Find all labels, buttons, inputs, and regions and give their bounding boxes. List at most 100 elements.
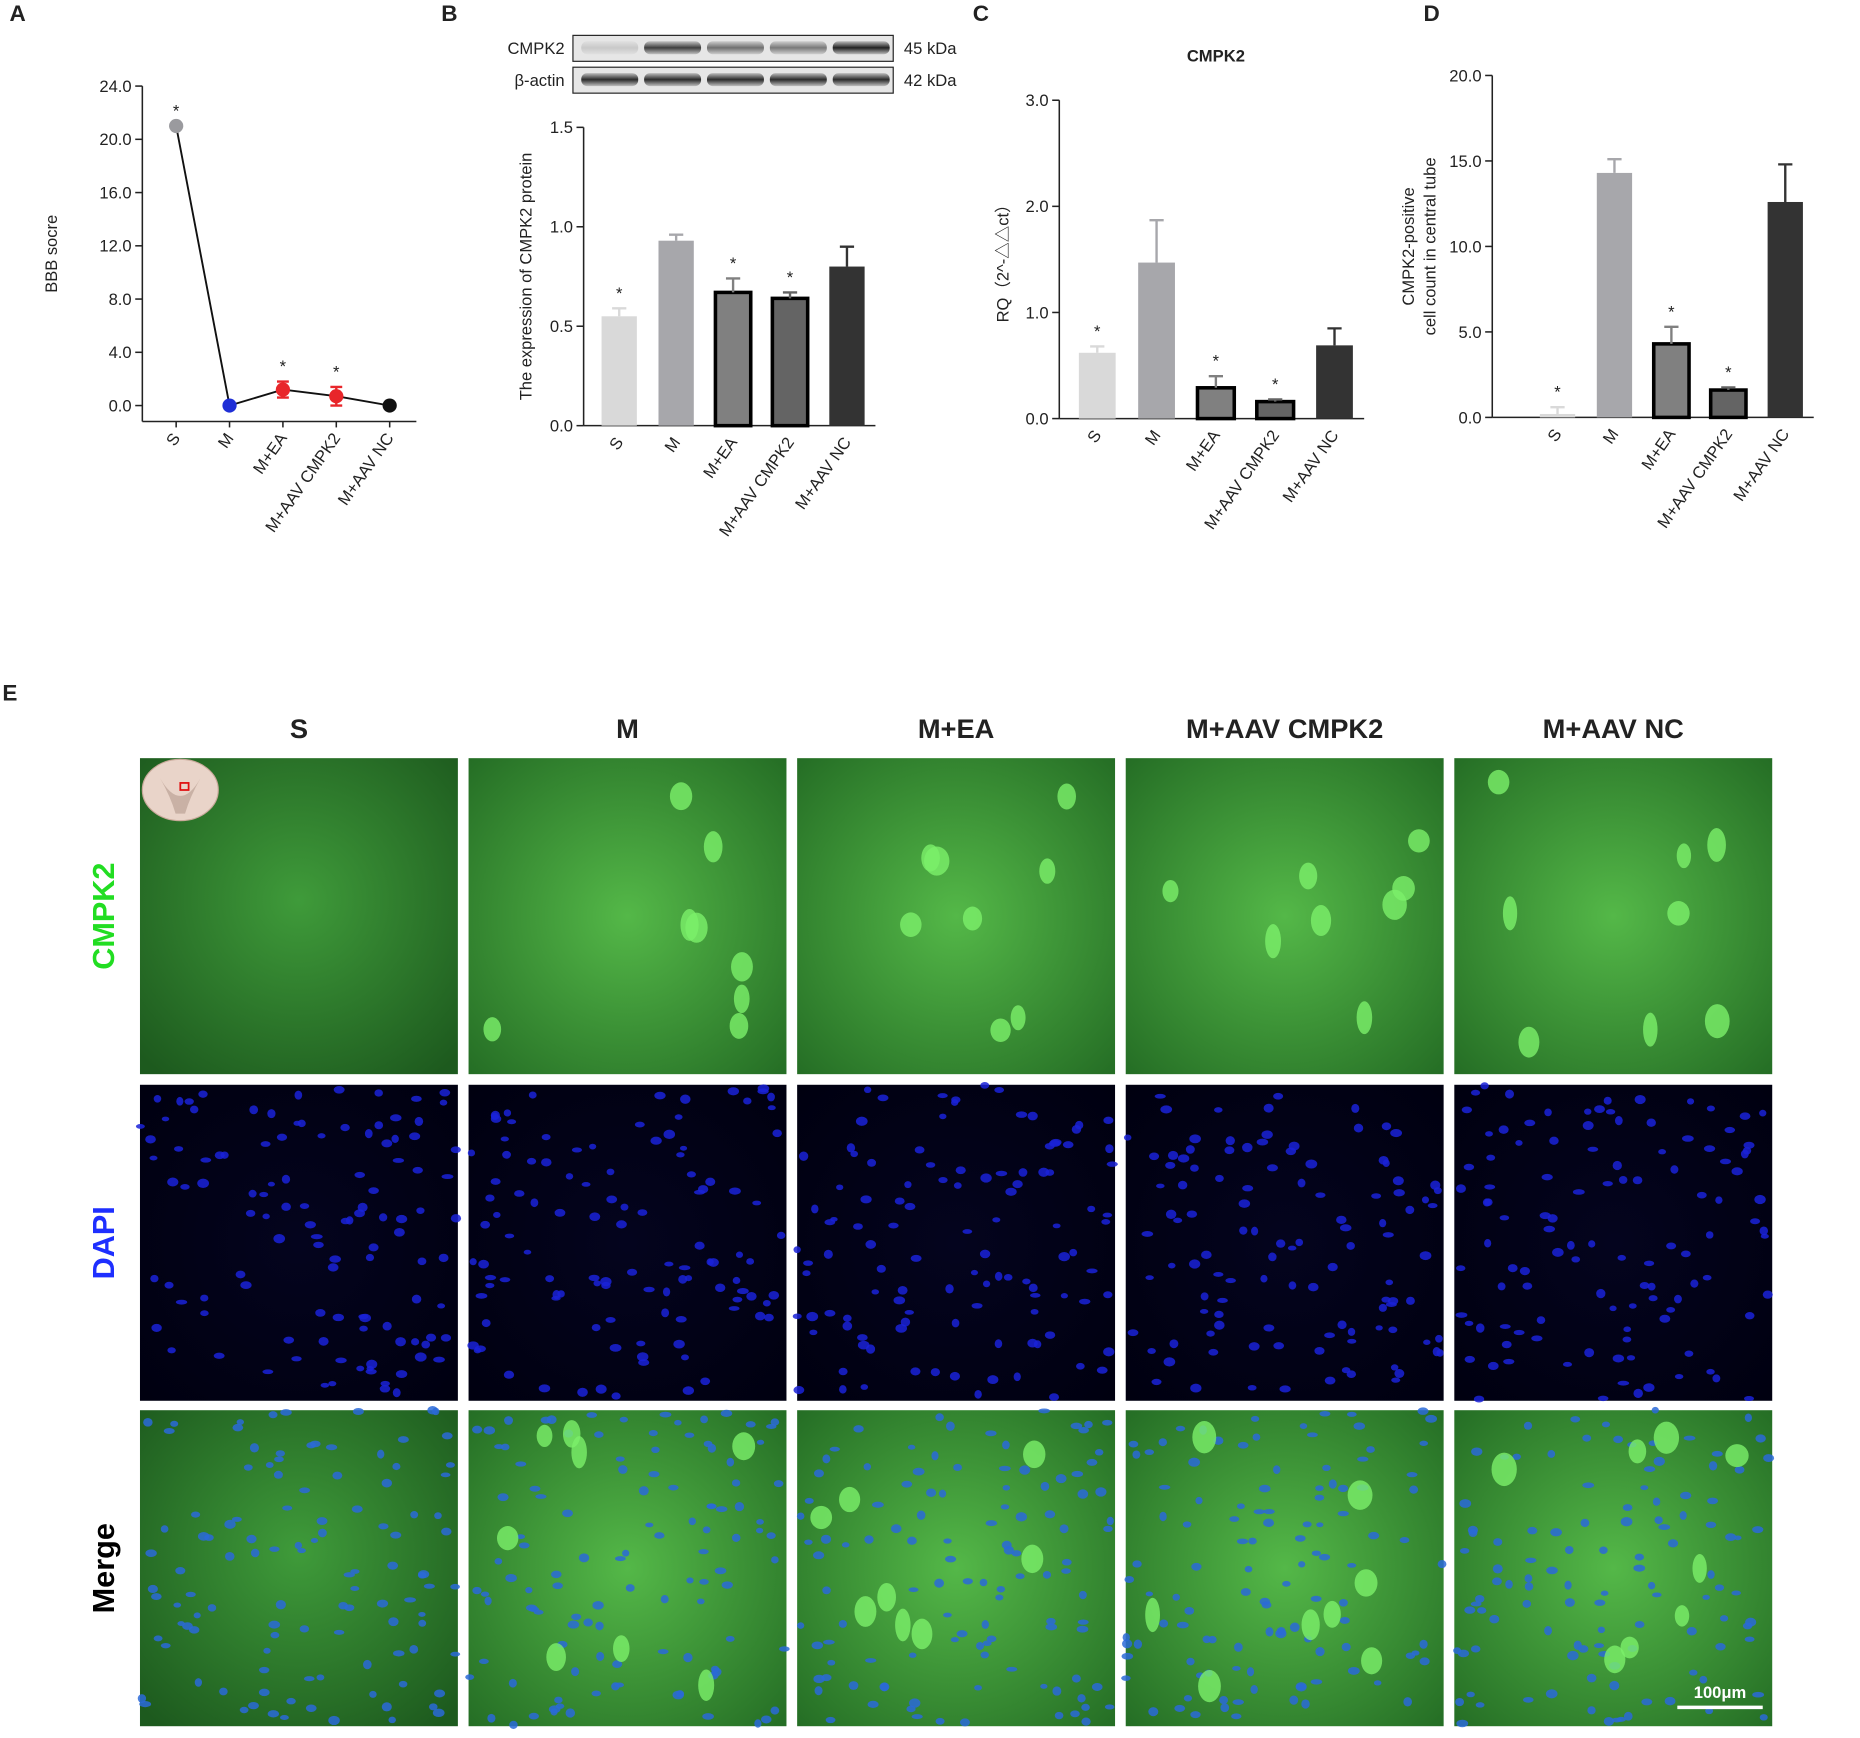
y-tick-label: 0.0: [1459, 408, 1482, 427]
cell-body: [900, 912, 922, 937]
nucleus: [193, 1612, 201, 1619]
nucleus: [1018, 1168, 1028, 1177]
nucleus: [299, 1625, 310, 1633]
nucleus: [904, 1202, 916, 1211]
nucleus: [897, 1286, 908, 1295]
nucleus: [310, 1537, 319, 1544]
nucleus: [659, 1411, 672, 1418]
nucleus: [1543, 1225, 1556, 1233]
nucleus: [176, 1096, 184, 1106]
nucleus: [474, 1345, 486, 1353]
nucleus: [1121, 1675, 1131, 1681]
nucleus: [871, 1501, 884, 1508]
nucleus: [267, 1710, 280, 1718]
nucleus: [1484, 1184, 1496, 1190]
error-bar: [1090, 345, 1105, 353]
nucleus: [265, 1462, 274, 1468]
nucleus: [275, 1600, 286, 1610]
nucleus: [219, 1687, 228, 1696]
nucleus: [306, 1442, 316, 1449]
cell-body: [1265, 924, 1282, 959]
nucleus: [434, 1512, 442, 1520]
nucleus: [726, 1457, 735, 1467]
y-axis-label: BBB socre: [42, 215, 61, 293]
nucleus: [1260, 1274, 1268, 1283]
nucleus: [714, 1567, 727, 1575]
nucleus: [1208, 1348, 1219, 1356]
nucleus: [269, 1546, 280, 1552]
nucleus: [914, 1146, 925, 1154]
nucleus: [1405, 1205, 1415, 1215]
nucleus: [678, 1274, 688, 1284]
nucleus: [583, 1618, 593, 1627]
nucleus: [1596, 1288, 1606, 1299]
nucleus: [1755, 1434, 1766, 1443]
cell-body: [1604, 1645, 1626, 1674]
nucleus: [397, 1436, 409, 1443]
nucleus: [1594, 1599, 1606, 1606]
nucleus: [392, 1157, 405, 1163]
nucleus: [648, 1470, 660, 1478]
nucleus: [1060, 1293, 1068, 1299]
nucleus: [946, 1421, 955, 1431]
nucleus: [745, 1421, 756, 1428]
nucleus: [1375, 1325, 1383, 1331]
nucleus: [956, 1630, 968, 1638]
nucleus: [1339, 1224, 1352, 1232]
nucleus: [1549, 1136, 1559, 1145]
nucleus: [770, 1706, 780, 1715]
nucleus: [1614, 1116, 1623, 1126]
micrograph-detail: [1455, 1082, 1773, 1403]
nucleus: [938, 1489, 947, 1498]
nucleus: [1712, 1374, 1721, 1383]
nucleus: [1633, 1564, 1646, 1572]
y-tick-label: 10.0: [1449, 237, 1481, 256]
nucleus: [1618, 1176, 1628, 1184]
nucleus: [648, 1429, 658, 1437]
nucleus: [756, 1519, 764, 1525]
nucleus: [1248, 1537, 1257, 1545]
nucleus: [411, 1294, 422, 1304]
nucleus: [1620, 1517, 1633, 1527]
nucleus: [1246, 1667, 1255, 1677]
significance: *: [1725, 363, 1732, 382]
nucleus: [776, 1231, 786, 1239]
nucleus: [809, 1329, 818, 1336]
nucleus: [974, 1390, 982, 1399]
nucleus: [838, 1367, 848, 1376]
micrograph-detail: [137, 1405, 461, 1726]
nucleus: [1464, 1355, 1475, 1363]
nucleus: [1366, 1446, 1375, 1453]
nucleus: [876, 1264, 886, 1273]
cell-body: [685, 912, 708, 943]
nucleus: [1214, 1107, 1223, 1113]
cell-body: [731, 952, 753, 982]
nucleus: [425, 1333, 437, 1342]
nucleus: [174, 1146, 184, 1152]
nucleus: [1699, 1675, 1708, 1684]
nucleus: [1670, 1165, 1679, 1174]
chart-title: CMPK2: [1187, 46, 1245, 65]
nucleus: [412, 1166, 423, 1174]
nucleus: [1524, 1574, 1533, 1583]
nucleus: [335, 1357, 347, 1364]
nucleus: [1646, 1118, 1656, 1127]
nucleus: [433, 1356, 445, 1363]
nucleus: [636, 1340, 646, 1347]
nucleus: [350, 1585, 360, 1592]
nucleus: [167, 1347, 176, 1354]
nucleus: [1240, 1588, 1251, 1596]
nucleus: [1371, 1193, 1382, 1199]
nucleus: [450, 1583, 460, 1590]
y-tick-label: 0.0: [109, 396, 132, 415]
nucleus: [1754, 1194, 1766, 1205]
nucleus: [865, 1658, 877, 1663]
nucleus: [1238, 1199, 1251, 1208]
nucleus: [1295, 1238, 1304, 1247]
nucleus: [1403, 1697, 1413, 1707]
nucleus: [827, 1659, 836, 1666]
nucleus: [660, 1595, 669, 1604]
nucleus: [417, 1257, 427, 1266]
nucleus: [1394, 1369, 1405, 1378]
micrograph-detail: [467, 1084, 786, 1400]
